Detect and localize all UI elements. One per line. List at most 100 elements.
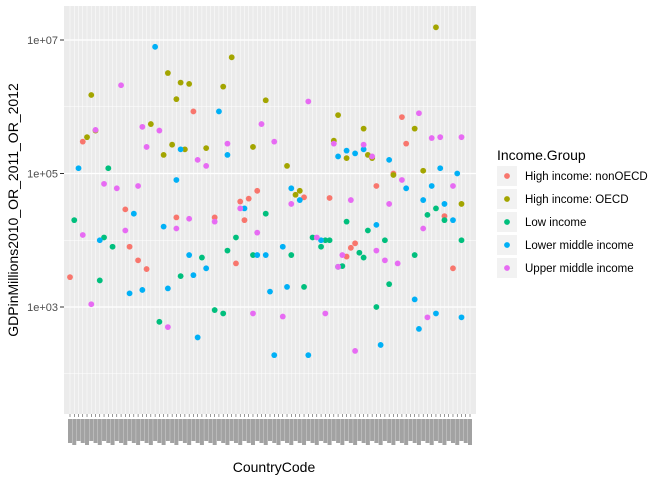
y-tick-label: 1e+05 (27, 169, 58, 181)
x-tick-label (348, 419, 353, 443)
data-point (105, 165, 112, 172)
y-axis-title: GDPinMillions2010_OR_2011_OR_2012 (5, 83, 21, 337)
legend-label: Low income (525, 217, 586, 229)
x-tick-label (259, 419, 264, 443)
data-point (279, 243, 286, 250)
x-tick-label (204, 419, 209, 441)
data-point (335, 112, 341, 118)
data-point (254, 229, 261, 236)
x-tick-label (140, 419, 145, 441)
data-point (441, 213, 448, 220)
x-tick-label (212, 419, 217, 445)
data-point (386, 156, 393, 163)
y-axis: 1e+03 1e+05 1e+07 (27, 35, 64, 314)
data-point (190, 272, 197, 279)
x-tick-label (370, 419, 375, 441)
data-point (186, 80, 193, 87)
data-point (458, 314, 465, 321)
data-point (347, 197, 354, 203)
data-point (305, 352, 312, 359)
x-tick-label (106, 419, 111, 443)
data-point (373, 247, 380, 254)
data-point (96, 277, 103, 284)
x-tick-label (187, 419, 192, 445)
data-point (173, 214, 180, 221)
data-point (437, 165, 444, 172)
data-point (143, 266, 150, 272)
x-tick-label (289, 419, 294, 445)
x-axis-title: CountryCode (233, 459, 316, 475)
data-point (164, 324, 171, 330)
x-tick-label (361, 419, 366, 443)
x-tick-label (302, 419, 307, 445)
data-point (326, 237, 333, 244)
data-point (254, 252, 261, 258)
data-point (75, 165, 82, 172)
data-point (416, 110, 422, 117)
data-point (450, 265, 456, 272)
x-tick-label (395, 419, 400, 441)
data-point (420, 197, 427, 203)
data-point (373, 221, 380, 228)
data-point (113, 185, 120, 192)
x-tick-label (331, 419, 336, 441)
data-point (258, 121, 265, 127)
x-tick-label (144, 419, 149, 443)
data-point (220, 83, 227, 90)
data-point (96, 237, 103, 244)
data-point (360, 146, 367, 153)
x-tick-label (165, 419, 170, 441)
x-tick-label (153, 419, 158, 441)
legend-marker (504, 196, 510, 202)
x-tick-label (229, 419, 234, 441)
legend: Income.Group High income: nonOECD High in… (497, 147, 648, 278)
data-point (420, 167, 427, 174)
x-tick-label (425, 419, 430, 443)
legend-marker (504, 173, 510, 179)
x-tick-label (378, 419, 383, 445)
x-tick-label (387, 419, 392, 443)
data-point (377, 342, 384, 348)
data-point (288, 252, 295, 258)
data-point (237, 205, 244, 212)
x-tick-label (216, 419, 221, 441)
data-point (335, 263, 341, 270)
data-point (296, 187, 303, 194)
data-point (199, 254, 205, 261)
x-tick-label (429, 419, 434, 445)
data-point (296, 197, 303, 203)
data-point (360, 254, 367, 261)
legend-label: Upper middle income (525, 263, 634, 275)
x-tick-label (276, 419, 281, 445)
x-tick-label (399, 419, 404, 443)
x-tick-label (272, 419, 277, 443)
x-tick-label (310, 419, 315, 443)
data-point (177, 79, 184, 86)
x-tick-label (80, 419, 85, 443)
legend-marker (504, 265, 510, 271)
data-point (143, 144, 150, 150)
x-tick-label (76, 419, 81, 441)
data-point (301, 284, 307, 290)
x-tick-label (323, 419, 328, 443)
data-point (147, 121, 154, 127)
data-point (450, 183, 456, 189)
data-point (399, 114, 405, 120)
data-point (173, 225, 180, 232)
data-point (403, 140, 410, 147)
x-tick-label (208, 419, 213, 443)
data-point (177, 273, 184, 280)
data-point (309, 234, 316, 241)
data-point (411, 252, 418, 258)
x-tick-label (382, 419, 387, 441)
data-point (79, 138, 86, 145)
data-point (67, 274, 73, 281)
data-point (130, 210, 137, 217)
data-point (428, 183, 435, 189)
data-point (411, 296, 418, 303)
data-point (347, 244, 354, 251)
x-tick-label (161, 419, 166, 445)
data-point (262, 210, 269, 217)
data-point (390, 172, 397, 178)
data-point (292, 191, 299, 198)
